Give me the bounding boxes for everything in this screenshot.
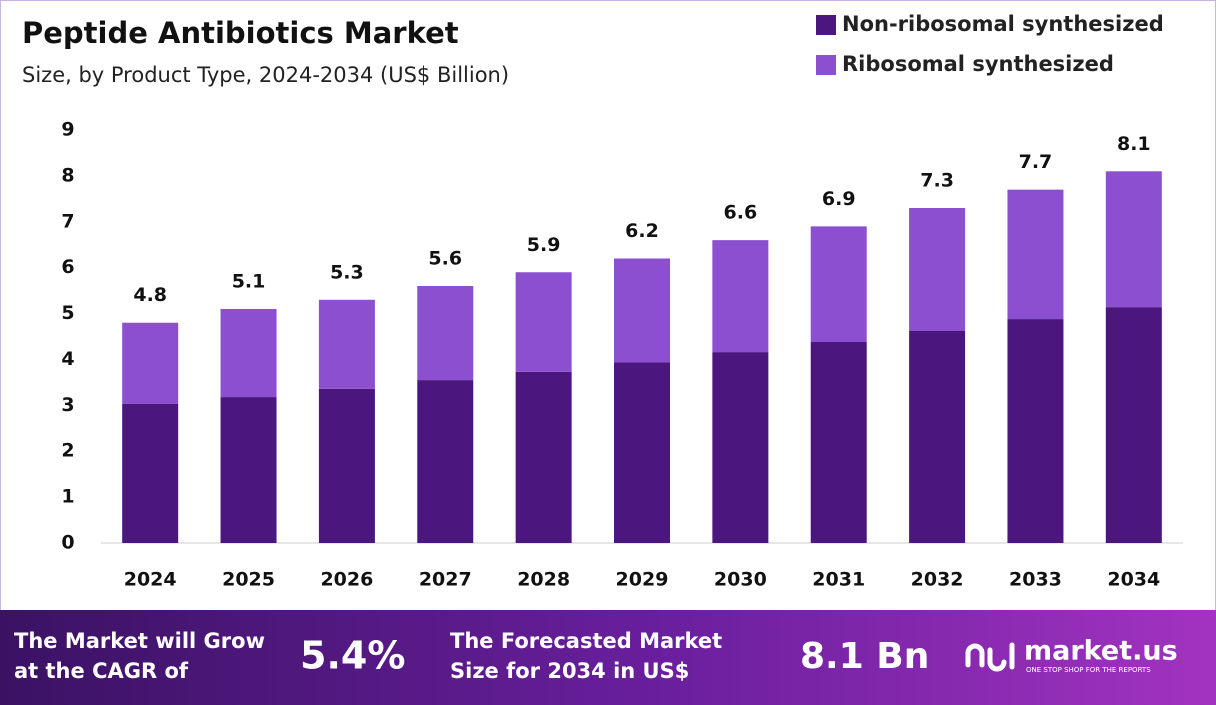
tagline: ONE STOP SHOP FOR THE REPORTS <box>1026 666 1151 674</box>
y-tick-label: 0 <box>61 532 74 554</box>
x-tick-label: 2031 <box>812 569 865 591</box>
x-tick-label: 2034 <box>1107 569 1160 591</box>
total-label: 6.9 <box>822 188 856 210</box>
bar-segment <box>220 397 277 543</box>
x-tick-label: 2032 <box>911 569 964 591</box>
x-tick-label: 2025 <box>222 569 275 591</box>
legend-label: Ribosomal synthesized <box>842 52 1114 76</box>
bar-segment <box>909 330 966 543</box>
bar-segment <box>614 362 670 543</box>
total-label: 6.2 <box>625 220 659 242</box>
footer-value: 8.1 Bn <box>800 636 929 677</box>
legend-swatch <box>816 55 836 75</box>
bar-segment <box>122 403 179 543</box>
brand: market.us <box>1024 636 1178 667</box>
y-tick-label: 4 <box>61 348 74 370</box>
bar-segment <box>318 388 375 543</box>
footer-text: Size for 2034 in US$ <box>450 659 689 683</box>
total-label: 8.1 <box>1117 133 1151 155</box>
chart-title: Peptide Antibiotics Market <box>22 16 459 50</box>
bar-segment <box>417 286 474 381</box>
bar-segment <box>1105 307 1162 543</box>
x-tick-label: 2026 <box>320 569 373 591</box>
total-label: 5.1 <box>232 270 266 292</box>
y-tick-label: 5 <box>61 302 74 324</box>
total-label: 7.7 <box>1019 151 1053 173</box>
total-label: 7.3 <box>920 170 954 192</box>
y-tick-label: 1 <box>61 486 74 508</box>
bar-segment <box>1105 171 1162 308</box>
bar-segment <box>810 226 867 343</box>
footer-text: at the CAGR of <box>14 659 189 683</box>
bar-segment <box>122 322 179 404</box>
bar-segment <box>515 371 572 543</box>
legend-swatch <box>816 15 836 35</box>
total-label: 5.6 <box>428 248 462 270</box>
y-tick-label: 9 <box>61 119 74 141</box>
total-label: 5.3 <box>330 261 364 283</box>
x-tick-label: 2033 <box>1009 569 1062 591</box>
bar-segment <box>712 352 769 543</box>
footer-value: 5.4% <box>300 634 405 678</box>
x-tick-label: 2027 <box>419 569 472 591</box>
y-tick-label: 7 <box>61 210 74 232</box>
total-label: 4.8 <box>133 284 167 306</box>
bar-segment <box>1007 319 1064 543</box>
total-label: 6.6 <box>724 202 758 224</box>
x-tick-label: 2030 <box>714 569 767 591</box>
total-label: 5.9 <box>527 234 561 256</box>
bar-segment <box>614 258 670 363</box>
legend-label: Non-ribosomal synthesized <box>842 12 1164 36</box>
chart-subtitle: Size, by Product Type, 2024-2034 (US$ Bi… <box>22 63 509 87</box>
logo-icon <box>965 642 1015 672</box>
footer-text: The Forecasted Market <box>450 629 722 653</box>
y-tick-label: 6 <box>61 256 74 278</box>
y-tick-label: 8 <box>61 164 74 186</box>
bar-segment <box>1007 189 1064 320</box>
x-tick-label: 2028 <box>517 569 570 591</box>
bar-segment <box>318 299 375 389</box>
y-tick-label: 2 <box>61 440 74 462</box>
bar-segment <box>417 380 474 543</box>
y-tick-label: 3 <box>61 394 74 416</box>
bar-segment <box>220 308 277 398</box>
bar-segment <box>909 208 966 331</box>
bar-segment <box>515 272 572 372</box>
x-tick-label: 2029 <box>616 569 669 591</box>
bar-segment <box>712 240 769 353</box>
footer-text: The Market will Grow <box>14 629 265 653</box>
bar-segment <box>810 342 867 543</box>
x-tick-label: 2024 <box>124 569 177 591</box>
